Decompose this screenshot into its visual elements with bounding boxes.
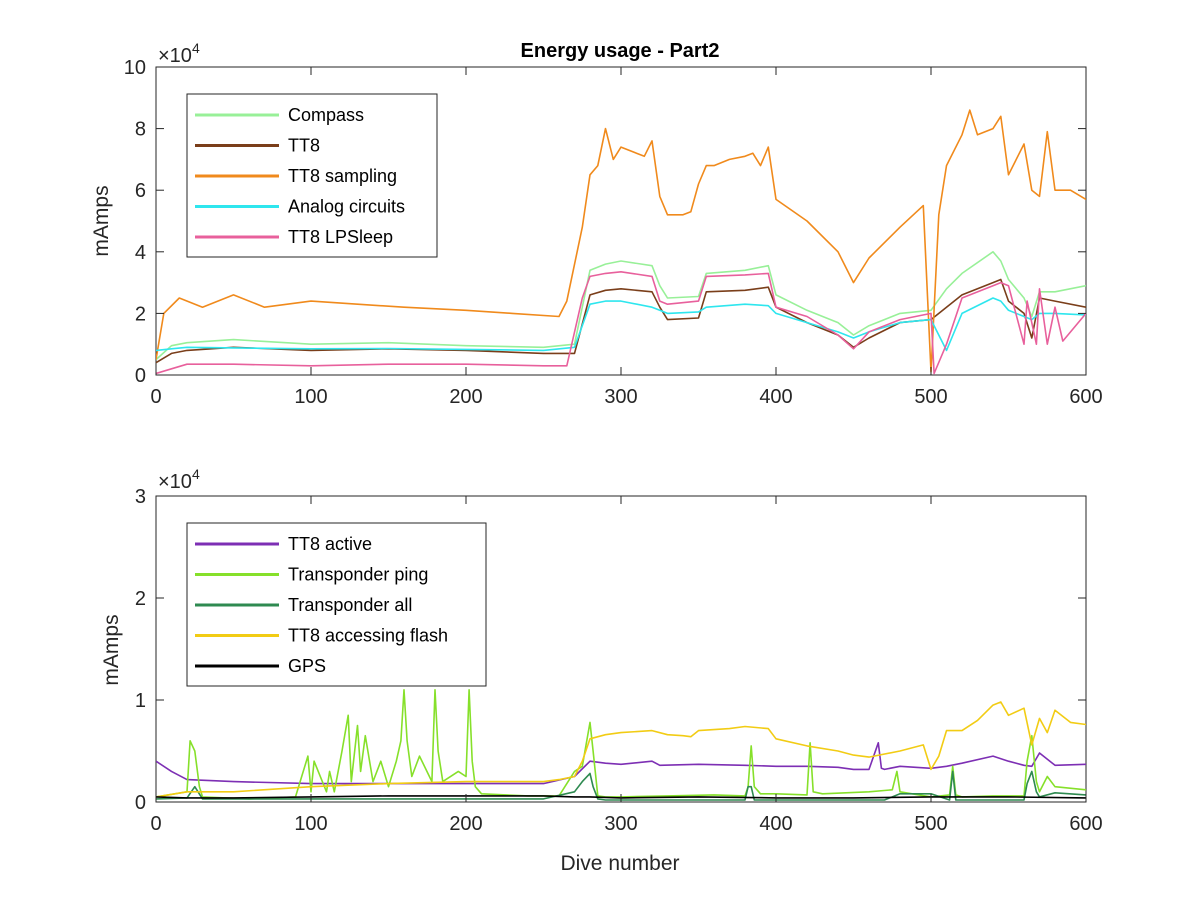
exponent-base-top: ×10 bbox=[158, 45, 192, 67]
y-tick-label-top: 6 bbox=[135, 180, 146, 202]
legend-label-tt8-sampling: TT8 sampling bbox=[288, 166, 397, 186]
legend-label-tt8-lpsleep: TT8 LPSleep bbox=[288, 227, 393, 247]
series-line-gps bbox=[156, 795, 1086, 799]
exponent-label-top: ×104 bbox=[158, 40, 200, 67]
legend-label-analog-circuits: Analog circuits bbox=[288, 197, 405, 217]
series-group-bottom bbox=[156, 688, 1086, 801]
y-tick-label-top: 4 bbox=[135, 242, 146, 264]
chart-title: Energy usage - Part2 bbox=[521, 40, 720, 62]
x-tick-label-top: 0 bbox=[150, 386, 161, 408]
legend-label-compass: Compass bbox=[288, 105, 364, 125]
series-line-analog-circuits bbox=[156, 297, 1086, 352]
legend-label-tt8: TT8 bbox=[288, 136, 320, 156]
legend-top: Compass TT8 TT8 sampling Analog circuits TT8… bbox=[186, 93, 438, 258]
y-tick-label-bottom: 0 bbox=[135, 792, 146, 814]
y-tick-label-top: 10 bbox=[124, 57, 146, 79]
series-line-tt8-active bbox=[156, 741, 1086, 785]
x-tick-label-top: 500 bbox=[914, 386, 947, 408]
legend-label-tt8-active: TT8 active bbox=[288, 534, 372, 554]
x-tick-label-bottom: 500 bbox=[914, 813, 947, 835]
exponent-label-bottom: ×104 bbox=[158, 466, 200, 493]
chart-top: Energy usage - Part2 mAmps ×104 0 100 200 3… bbox=[90, 40, 1103, 408]
y-tick-label-top: 8 bbox=[135, 119, 146, 141]
svg-text:×104: ×104 bbox=[158, 466, 200, 493]
series-line-compass bbox=[156, 251, 1086, 361]
y-tick-label-top: 2 bbox=[135, 303, 146, 325]
y-tick-label-bottom: 2 bbox=[135, 588, 146, 610]
svg-text:×104: ×104 bbox=[158, 40, 200, 67]
x-tick-label-bottom: 600 bbox=[1069, 813, 1102, 835]
plot-area-bottom: 0 100 200 300 400 500 600 0 1 2 3 TT8 active Transpo… bbox=[135, 486, 1103, 835]
y-axis-label-bottom: mAmps bbox=[100, 614, 123, 685]
y-tick-label-bottom: 3 bbox=[135, 486, 146, 508]
x-tick-label-bottom: 0 bbox=[150, 813, 161, 835]
x-tick-label-top: 200 bbox=[449, 386, 482, 408]
y-axis-label-top: mAmps bbox=[90, 185, 113, 256]
legend-label-transponder-all: Transponder all bbox=[288, 595, 412, 615]
series-line-transponder-all bbox=[156, 770, 1086, 801]
x-axis-label-bottom: Dive number bbox=[560, 852, 679, 875]
x-tick-label-bottom: 400 bbox=[759, 813, 792, 835]
x-tick-label-top: 600 bbox=[1069, 386, 1102, 408]
x-tick-label-bottom: 300 bbox=[604, 813, 637, 835]
chart-bottom: Dive number mAmps ×104 0 100 200 300 400 500 6… bbox=[100, 466, 1103, 875]
x-tick-label-bottom: 100 bbox=[294, 813, 327, 835]
exponent-base-bottom: ×10 bbox=[158, 471, 192, 493]
legend-bottom: TT8 active Transponder ping Transponder al… bbox=[186, 522, 487, 687]
series-line-tt8-lpsleep bbox=[156, 270, 1086, 375]
legend-label-gps: GPS bbox=[288, 656, 326, 676]
x-tick-label-top: 400 bbox=[759, 386, 792, 408]
exponent-power-top: 4 bbox=[192, 40, 200, 56]
x-tick-label-bottom: 200 bbox=[449, 813, 482, 835]
series-group-top bbox=[156, 109, 1086, 375]
x-tick-label-top: 100 bbox=[294, 386, 327, 408]
exponent-power-bottom: 4 bbox=[192, 466, 200, 482]
series-line-tt8-accessing-flash bbox=[156, 701, 1086, 798]
legend-label-transponder-ping: Transponder ping bbox=[288, 565, 428, 585]
y-tick-label-bottom: 1 bbox=[135, 690, 146, 712]
legend-label-tt8-accessing-flash: TT8 accessing flash bbox=[288, 626, 448, 646]
plot-area-top: 0 100 200 300 400 500 600 0 2 4 6 8 10 Compass TT8 TT8 … bbox=[124, 57, 1103, 408]
x-tick-label-top: 300 bbox=[604, 386, 637, 408]
series-line-tt8-sampling bbox=[156, 109, 1086, 373]
y-tick-label-top: 0 bbox=[135, 365, 146, 387]
